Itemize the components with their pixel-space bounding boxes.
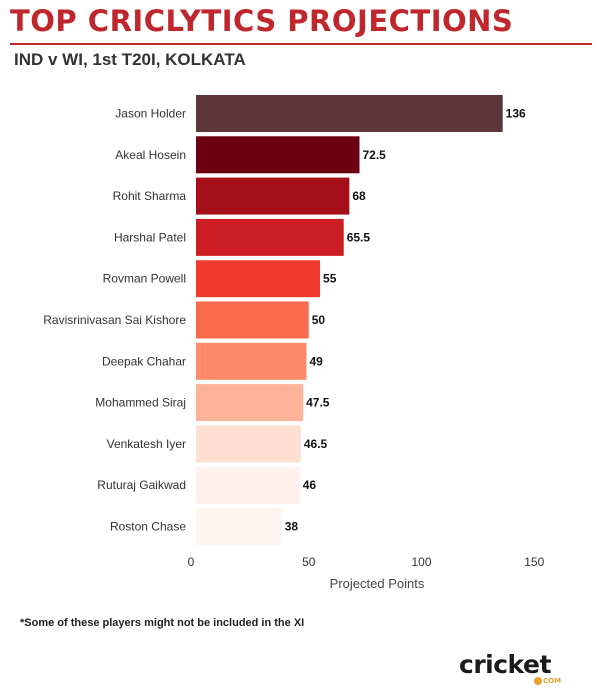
- value-label: 72.5: [362, 148, 386, 162]
- page-title: TOP CRICLYTICS PROJECTIONS: [10, 4, 514, 38]
- value-label: 49: [309, 354, 323, 368]
- bar: [196, 466, 300, 504]
- footnote: *Some of these players might not be incl…: [20, 617, 305, 629]
- category-label: Roston Chase: [110, 520, 186, 534]
- logo-dot: [534, 677, 542, 685]
- bar: [196, 508, 282, 545]
- value-label: 65.5: [347, 230, 371, 244]
- value-label: 46: [303, 478, 317, 492]
- bar: [196, 260, 321, 298]
- bar: [196, 384, 304, 422]
- category-label: Harshal Patel: [114, 230, 186, 244]
- bar: [196, 218, 344, 256]
- title-rule: [10, 43, 592, 45]
- category-label: Deepak Chahar: [102, 354, 186, 368]
- x-tick-label: 150: [524, 555, 544, 569]
- bar: [196, 136, 360, 174]
- value-label: 50: [312, 313, 326, 327]
- x-tick-label: 0: [188, 555, 195, 569]
- bar: [196, 425, 301, 463]
- logo-wordmark: cricket: [459, 650, 551, 679]
- value-label: 136: [506, 107, 526, 121]
- value-label: 47.5: [306, 396, 330, 410]
- value-label: 68: [352, 189, 366, 203]
- value-label: 46.5: [304, 437, 328, 451]
- logo-domain: COM: [543, 677, 562, 685]
- value-label: 55: [323, 272, 337, 286]
- category-label: Rohit Sharma: [113, 189, 187, 203]
- category-label: Ravisrinivasan Sai Kishore: [43, 313, 186, 327]
- bar: [196, 177, 350, 215]
- x-axis-label: Projected Points: [330, 576, 425, 591]
- category-label: Venkatesh Iyer: [107, 437, 186, 451]
- category-label: Mohammed Siraj: [95, 396, 186, 410]
- x-tick-label: 50: [302, 555, 316, 569]
- bar: [196, 301, 309, 339]
- cricket-com-logo: cricket COM: [459, 650, 579, 686]
- category-label: Ruturaj Gaikwad: [97, 478, 186, 492]
- x-tick-label: 100: [411, 555, 431, 569]
- value-label: 38: [285, 520, 299, 534]
- bar: [196, 342, 307, 380]
- bar: [196, 95, 503, 132]
- category-label: Akeal Hosein: [115, 148, 186, 162]
- category-label: Jason Holder: [115, 107, 186, 121]
- category-label: Rovman Powell: [103, 272, 186, 286]
- page-subtitle: IND v WI, 1st T20I, KOLKATA: [14, 50, 246, 69]
